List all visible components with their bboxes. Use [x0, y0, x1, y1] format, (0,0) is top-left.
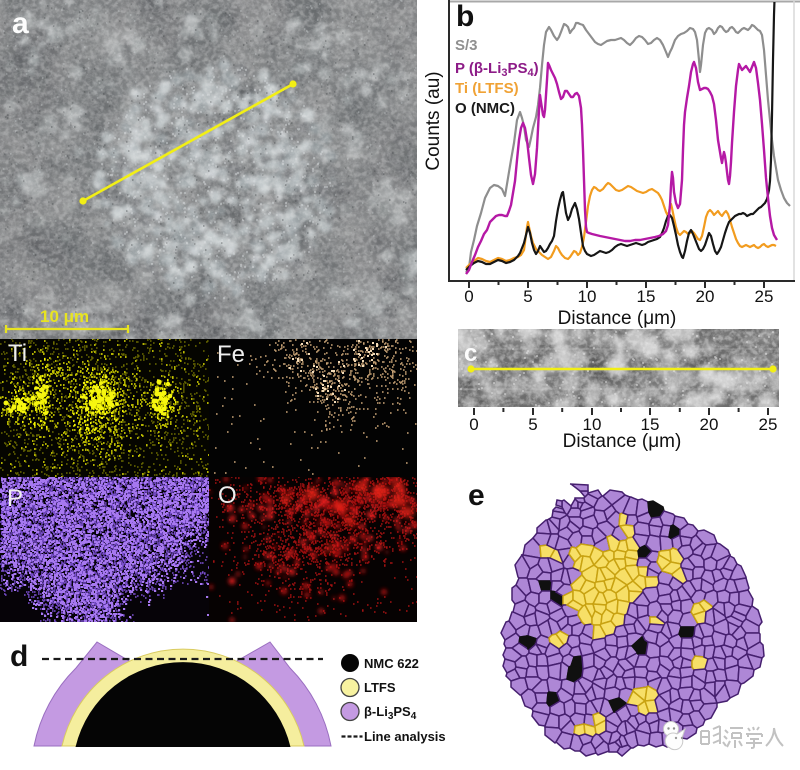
svg-text:25: 25 [759, 415, 778, 434]
svg-text:e: e [468, 479, 485, 512]
svg-text:10 μm: 10 μm [40, 307, 89, 326]
svg-text:Ti: Ti [8, 340, 27, 367]
svg-text:O: O [218, 482, 237, 509]
svg-text:Line analysis: Line analysis [364, 729, 446, 744]
svg-text:25: 25 [755, 287, 774, 306]
svg-text:P (β-Li3PS4): P (β-Li3PS4) [455, 60, 539, 79]
svg-text:Distance (μm): Distance (μm) [563, 431, 682, 452]
svg-text:10: 10 [578, 287, 597, 306]
svg-text:Counts (au): Counts (au) [423, 71, 444, 170]
svg-text:c: c [464, 340, 477, 367]
svg-text:Ti (LTFS): Ti (LTFS) [455, 80, 519, 97]
svg-text:a: a [12, 7, 29, 40]
svg-text:d: d [10, 640, 28, 673]
svg-text:LTFS: LTFS [364, 680, 396, 695]
svg-text:5: 5 [523, 287, 532, 306]
svg-text:b: b [456, 0, 474, 33]
svg-text:20: 20 [696, 287, 715, 306]
svg-text:NMC 622: NMC 622 [364, 656, 419, 671]
svg-text:0: 0 [464, 287, 473, 306]
svg-text:O (NMC): O (NMC) [455, 100, 515, 117]
svg-text:15: 15 [641, 415, 660, 434]
svg-text:S/3: S/3 [455, 37, 478, 54]
svg-text:P: P [7, 485, 23, 512]
svg-text:5: 5 [528, 415, 537, 434]
svg-text:Distance (μm): Distance (μm) [558, 308, 677, 329]
svg-text:20: 20 [700, 415, 719, 434]
svg-text:15: 15 [637, 287, 656, 306]
svg-text:Fe: Fe [217, 341, 245, 368]
svg-text:0: 0 [469, 415, 478, 434]
svg-text:β-Li3PS4: β-Li3PS4 [364, 704, 417, 722]
svg-text:10: 10 [583, 415, 602, 434]
